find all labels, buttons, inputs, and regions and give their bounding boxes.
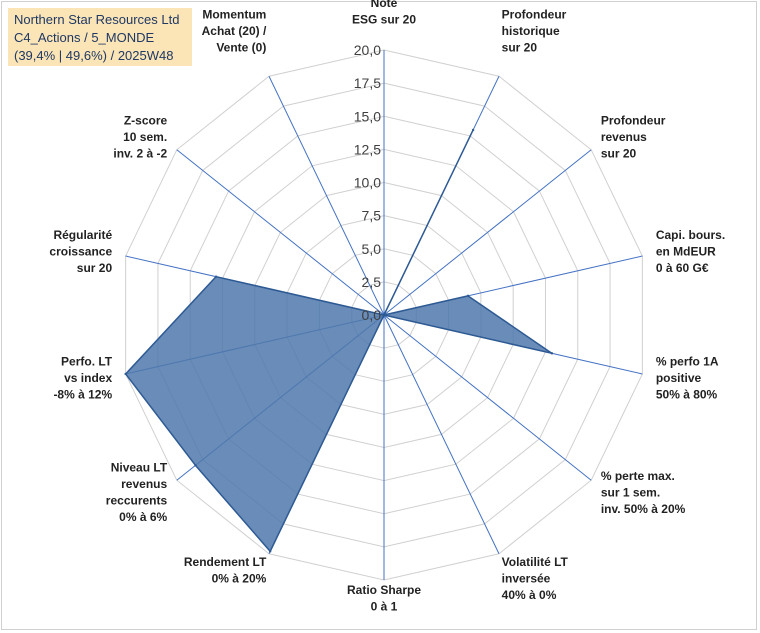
tick-label: 10,0 (354, 175, 381, 191)
axis-label: Ratio Sharpe 0 à 1 (347, 583, 421, 614)
axis-label: Capi. bours. en MdEUR 0 à 60 G€ (656, 228, 725, 275)
company-name: Northern Star Resources Ltd (14, 12, 180, 27)
data-point (471, 128, 475, 132)
axis-label: Volatilité LT inversée 40% à 0% (502, 555, 569, 602)
axis-label: Perfo. LT vs index -8% à 12% (53, 355, 112, 402)
axis-label: Profondeur historique sur 20 (502, 8, 567, 55)
tick-label: 15,0 (354, 108, 381, 124)
axis-spoke (176, 149, 385, 316)
data-point (214, 275, 218, 278)
tick-label: 20,0 (354, 42, 381, 58)
data-point (550, 352, 554, 355)
category-label: C4_Actions / 5_MONDE (14, 30, 155, 45)
data-point (268, 550, 272, 553)
axis-label: Niveau LT revenus reccurents 0% à 6% (106, 461, 168, 525)
tick-label: 2,5 (362, 274, 382, 290)
axis-label: Régularité croissance sur 20 (49, 228, 112, 275)
tick-label: 12,5 (354, 141, 381, 157)
tick-label: 0,0 (362, 307, 382, 323)
axis-spoke (268, 76, 385, 316)
axis-spoke (383, 314, 592, 481)
axis-label: Rendement LT 0% à 20% (184, 555, 267, 586)
axis-label: Profondeur revenus sur 20 (601, 114, 666, 161)
tick-label: 5,0 (362, 241, 382, 257)
axis-label: Note ESG sur 20 (352, 0, 416, 27)
axis-label: % perte max. sur 1 sem. inv. 50% à 20% (601, 469, 686, 516)
axis-label: Momentum Achat (20) / Vente (0) (202, 8, 267, 55)
info-box: Northern Star Resources Ltd C4_Actions /… (8, 8, 192, 66)
tick-label: 17,5 (354, 75, 381, 91)
axis-label: Z-score 10 sem. inv. 2 à -2 (113, 114, 167, 161)
axis-spoke (383, 314, 500, 554)
score-week-label: (39,4% | 49,6%) / 2025W48 (14, 48, 174, 63)
axis-spoke (383, 149, 592, 316)
data-point (466, 294, 470, 298)
axis-label: % perfo 1A positive 50% à 80% (656, 355, 719, 402)
data-point (194, 464, 197, 467)
data-point (124, 372, 127, 376)
tick-label: 7,5 (362, 208, 382, 224)
data-point (382, 313, 386, 317)
